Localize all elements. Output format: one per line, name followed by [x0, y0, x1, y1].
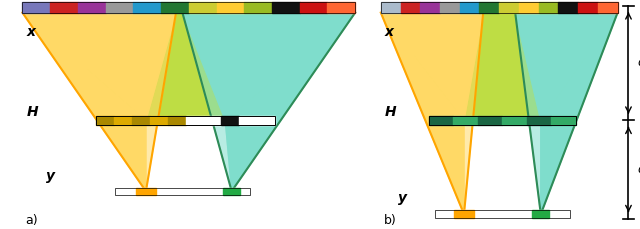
Bar [532, 210, 549, 218]
Bar [133, 2, 161, 13]
Bar [478, 116, 502, 125]
Bar [204, 116, 221, 125]
Bar [115, 188, 250, 195]
Bar [216, 2, 244, 13]
Bar [132, 116, 150, 125]
Polygon shape [400, 13, 598, 120]
Bar [186, 116, 204, 125]
Bar [189, 2, 216, 13]
Bar [435, 210, 570, 218]
Text: $\boldsymbol{y}$: $\boldsymbol{y}$ [45, 170, 56, 185]
Bar [114, 116, 132, 125]
Polygon shape [22, 13, 176, 120]
Bar [96, 116, 275, 125]
Text: $\boldsymbol{x}$: $\boldsymbol{x}$ [384, 25, 396, 39]
Polygon shape [515, 13, 618, 120]
Bar [221, 116, 239, 125]
Bar [598, 2, 618, 13]
Polygon shape [146, 13, 176, 191]
Bar [429, 116, 453, 125]
Bar [115, 188, 250, 195]
Bar [381, 2, 401, 13]
Bar [453, 116, 478, 125]
Bar [499, 2, 519, 13]
Bar [420, 2, 440, 13]
Bar [502, 116, 527, 125]
Bar [479, 2, 499, 13]
Bar [272, 2, 300, 13]
Text: $\boldsymbol{H}$: $\boldsymbol{H}$ [384, 105, 397, 119]
Bar [106, 2, 133, 13]
Polygon shape [381, 13, 483, 120]
Bar [96, 116, 114, 125]
Text: $\boldsymbol{y}$: $\boldsymbol{y}$ [397, 192, 408, 207]
Polygon shape [182, 13, 232, 191]
Bar [168, 116, 186, 125]
Bar [300, 2, 328, 13]
Bar [401, 2, 420, 13]
Polygon shape [515, 13, 541, 214]
Bar [150, 116, 168, 125]
Text: b): b) [384, 215, 397, 227]
Bar [519, 2, 539, 13]
Bar [552, 116, 576, 125]
Text: $\boldsymbol{x}$: $\boldsymbol{x}$ [26, 25, 38, 39]
Bar [460, 2, 479, 13]
Bar [22, 2, 355, 13]
Polygon shape [22, 13, 146, 191]
Bar [50, 2, 78, 13]
Polygon shape [225, 13, 355, 191]
Bar [578, 2, 598, 13]
Bar [559, 2, 578, 13]
Polygon shape [464, 13, 483, 214]
Polygon shape [182, 13, 355, 120]
Bar [136, 188, 156, 195]
Bar [78, 2, 106, 13]
Bar [539, 2, 558, 13]
Text: $d_1$: $d_1$ [637, 161, 640, 177]
Bar [22, 2, 50, 13]
Bar [161, 2, 189, 13]
Bar [381, 2, 618, 13]
Bar [244, 2, 272, 13]
Bar [239, 116, 257, 125]
Bar [440, 2, 460, 13]
Bar [454, 210, 474, 218]
Polygon shape [67, 13, 298, 120]
Text: $\boldsymbol{H}$: $\boldsymbol{H}$ [26, 105, 39, 119]
Text: a): a) [26, 215, 38, 227]
Bar [328, 2, 355, 13]
Bar [223, 188, 240, 195]
Bar [429, 116, 576, 125]
Bar [257, 116, 275, 125]
Bar [435, 210, 570, 218]
Polygon shape [541, 13, 618, 214]
Polygon shape [381, 13, 464, 214]
Text: $d_2$: $d_2$ [637, 55, 640, 71]
Bar [527, 116, 552, 125]
